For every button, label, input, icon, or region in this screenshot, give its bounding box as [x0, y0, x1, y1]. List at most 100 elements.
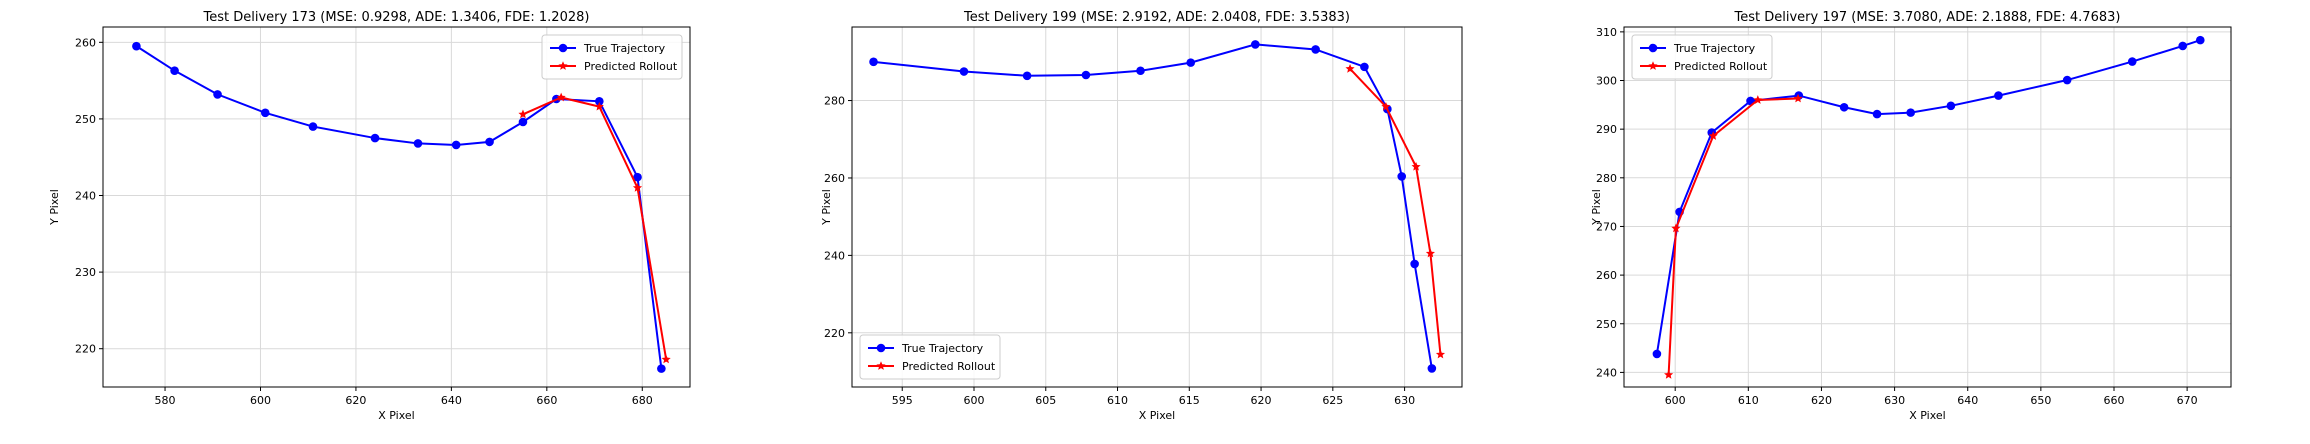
legend: True Trajectory Predicted Rollout — [1631, 34, 1773, 80]
legend-box — [1631, 34, 1773, 80]
x-axis-label: X Pixel — [1909, 409, 1945, 422]
series-line — [873, 43, 1433, 369]
true-trajectory-point — [2127, 57, 2137, 66]
legend-marker — [876, 361, 886, 370]
true-trajectory-point — [1360, 62, 1369, 72]
true-trajectory-point — [132, 41, 141, 51]
predicted-rollout-point — [556, 92, 566, 102]
true-trajectory-point — [370, 133, 380, 143]
series-true-trajectory — [132, 41, 666, 373]
y-tick-label: 310 — [1596, 26, 1617, 39]
series-line — [1349, 68, 1442, 355]
x-tick-label: 610 — [1107, 394, 1128, 407]
true-trajectory-point — [1994, 91, 2003, 100]
true-trajectory-point — [1839, 102, 1849, 112]
x-tick-label: 580 — [155, 394, 176, 407]
x-tick-label: 610 — [1738, 394, 1759, 407]
true-trajectory-point — [1022, 71, 1032, 81]
true-trajectory-point — [451, 140, 461, 150]
y-tick-label: 250 — [75, 113, 96, 126]
true-trajectory-point — [260, 108, 270, 118]
x-tick-label: 640 — [1957, 394, 1978, 407]
plot-frame — [851, 26, 1463, 388]
true-trajectory-point — [1311, 45, 1320, 54]
true-trajectory-point — [1652, 349, 1662, 359]
series-predicted-rollout — [1664, 93, 1803, 379]
legend-label: Predicted Rollout — [584, 60, 678, 73]
x-tick-label: 620 — [1811, 394, 1832, 407]
y-tick-label: 230 — [75, 266, 96, 279]
predicted-rollout-point — [632, 183, 643, 192]
x-tick-label: 660 — [2103, 394, 2124, 407]
true-trajectory-point — [2062, 75, 2072, 85]
y-tick-label: 300 — [1596, 75, 1617, 88]
y-tick-label: 260 — [1596, 269, 1617, 282]
x-tick-label: 620 — [1251, 394, 1272, 407]
true-trajectory-point — [595, 96, 604, 106]
legend-marker — [558, 61, 568, 70]
x-axis-label: X Pixel — [378, 409, 414, 422]
series-predicted-rollout — [518, 92, 671, 364]
predicted-rollout-point — [1793, 93, 1803, 103]
predicted-rollout-point — [1671, 223, 1681, 233]
true-trajectory-point — [657, 364, 666, 373]
x-tick-label: 680 — [632, 394, 653, 407]
true-trajectory-point — [170, 66, 179, 75]
y-tick-label: 290 — [1596, 123, 1617, 136]
legend: True Trajectory Predicted Rollout — [541, 34, 683, 80]
true-trajectory-point — [959, 67, 969, 76]
x-tick-label: 615 — [1179, 394, 1200, 407]
x-tick-label: 595 — [892, 394, 913, 407]
true-trajectory-point — [518, 117, 528, 127]
true-trajectory-point — [1427, 364, 1437, 373]
series-line — [135, 45, 663, 369]
true-trajectory-point — [1906, 108, 1915, 117]
true-trajectory-point — [1251, 40, 1260, 49]
plot-frame — [1623, 26, 2232, 388]
true-trajectory-point — [869, 57, 878, 67]
predicted-rollout-point — [1345, 64, 1355, 73]
true-trajectory-point — [1410, 259, 1419, 269]
x-tick-label: 600 — [1665, 394, 1686, 407]
true-trajectory-point — [485, 137, 494, 147]
series-true-trajectory — [1652, 35, 2205, 359]
legend-marker — [558, 43, 568, 53]
true-trajectory-point — [633, 172, 642, 182]
predicted-rollout-point — [1435, 349, 1446, 359]
y-tick-label: 250 — [1596, 318, 1617, 331]
true-trajectory-point — [1872, 109, 1882, 119]
predicted-rollout-point — [1411, 161, 1421, 171]
y-axis-label: Y Pixel — [48, 189, 61, 226]
y-tick-label: 280 — [1596, 172, 1617, 185]
x-tick-label: 650 — [2030, 394, 2051, 407]
chart-title: Test Delivery 197 (MSE: 3.7080, ADE: 2.1… — [1734, 10, 2121, 25]
chart-title: Test Delivery 199 (MSE: 2.9192, ADE: 2.0… — [963, 10, 1350, 25]
x-axis-label: X Pixel — [1139, 409, 1175, 422]
legend: True Trajectory Predicted Rollout — [859, 334, 1001, 380]
predicted-rollout-point — [1708, 131, 1718, 140]
x-tick-label: 670 — [2177, 394, 2198, 407]
predicted-rollout-point — [661, 354, 671, 364]
true-trajectory-point — [213, 90, 222, 99]
x-tick-label: 600 — [964, 394, 985, 407]
y-tick-label: 240 — [75, 190, 96, 203]
legend-box — [541, 34, 683, 80]
true-trajectory-point — [1081, 70, 1091, 80]
true-trajectory-point — [1397, 172, 1407, 181]
y-tick-label: 260 — [75, 36, 96, 49]
series-line — [1655, 39, 2201, 355]
true-trajectory-point — [1946, 101, 1956, 111]
y-tick-label: 260 — [824, 172, 845, 185]
x-tick-label: 660 — [536, 394, 557, 407]
legend-label: True Trajectory — [1673, 42, 1756, 55]
legend-label: Predicted Rollout — [902, 360, 996, 373]
x-tick-label: 630 — [1884, 394, 1905, 407]
chart-panel-2: Test Delivery 199 (MSE: 2.9192, ADE: 2.0… — [820, 10, 1463, 422]
legend-label: True Trajectory — [901, 342, 984, 355]
legend-marker — [876, 343, 886, 353]
x-tick-label: 630 — [1394, 394, 1415, 407]
y-tick-label: 280 — [824, 95, 845, 108]
predicted-rollout-point — [1664, 370, 1674, 379]
x-tick-label: 625 — [1322, 394, 1343, 407]
y-axis-label: Y Pixel — [820, 189, 833, 226]
